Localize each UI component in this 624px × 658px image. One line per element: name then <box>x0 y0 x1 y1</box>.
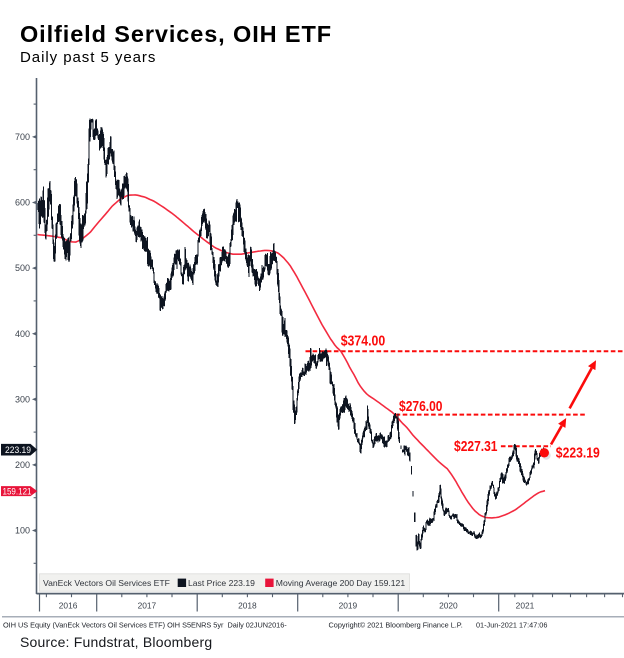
svg-text:2016: 2016 <box>59 601 78 611</box>
svg-text:300: 300 <box>15 394 30 404</box>
svg-text:2019: 2019 <box>339 601 358 611</box>
svg-text:100: 100 <box>15 526 30 536</box>
svg-text:$276.00: $276.00 <box>399 398 443 415</box>
svg-text:600: 600 <box>15 198 30 208</box>
svg-text:400: 400 <box>15 329 30 339</box>
svg-text:200: 200 <box>15 460 30 470</box>
svg-text:2017: 2017 <box>138 601 157 611</box>
svg-text:$223.19: $223.19 <box>556 444 600 461</box>
svg-text:VanEck Vectors Oil Services ET: VanEck Vectors Oil Services ETF <box>43 578 170 588</box>
svg-text:$227.31: $227.31 <box>454 438 498 455</box>
svg-text:2020: 2020 <box>439 601 458 611</box>
svg-text:$374.00: $374.00 <box>341 333 386 350</box>
svg-text:Copyright© 2021 Bloomberg Fina: Copyright© 2021 Bloomberg Finance L.P. <box>329 621 463 630</box>
svg-text:2021: 2021 <box>516 601 535 611</box>
svg-text:159.121: 159.121 <box>3 486 32 496</box>
svg-text:Last Price 223.19: Last Price 223.19 <box>188 578 255 588</box>
svg-text:2018: 2018 <box>238 601 257 611</box>
svg-text:223.19: 223.19 <box>5 445 31 456</box>
svg-text:Moving Average 200 Day 159.121: Moving Average 200 Day 159.121 <box>276 578 406 588</box>
svg-text:500: 500 <box>15 263 30 273</box>
svg-text:OIH US Equity (VanEck Vectors: OIH US Equity (VanEck Vectors Oil Servic… <box>3 621 287 630</box>
svg-text:01-Jun-2021 17:47:06: 01-Jun-2021 17:47:06 <box>476 621 547 630</box>
svg-text:700: 700 <box>15 132 30 142</box>
